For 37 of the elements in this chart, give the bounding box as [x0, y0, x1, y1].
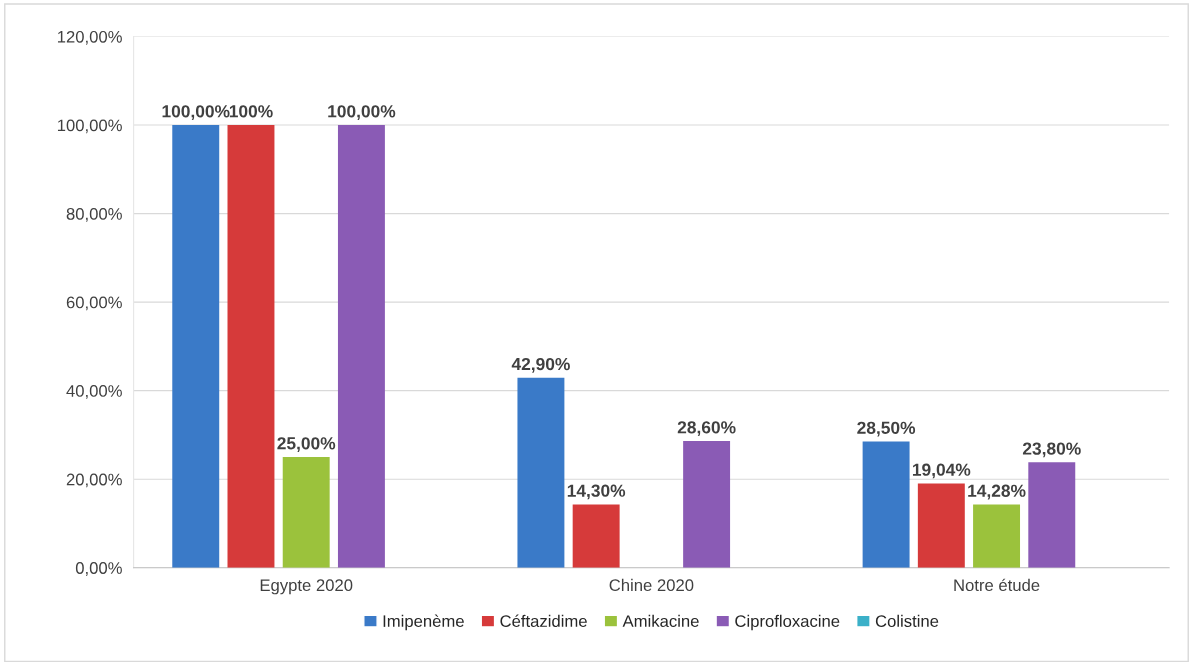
y-tick-label: 80,00%	[66, 207, 122, 222]
legend-label: Imipenème	[383, 614, 464, 631]
bar	[973, 504, 1021, 568]
legend-label: Ciprofloxacine	[735, 614, 840, 631]
bar	[227, 125, 275, 568]
bar	[337, 125, 385, 568]
y-tick-label: 40,00%	[66, 385, 122, 399]
y-tick-label: 20,00%	[66, 473, 122, 488]
bar	[572, 504, 620, 568]
data-label: 100%	[229, 105, 273, 118]
data-label: 14,30%	[567, 484, 626, 500]
data-label: 42,90%	[511, 357, 570, 373]
bar	[683, 441, 731, 568]
data-label: 28,50%	[857, 421, 916, 437]
legend-label: Amikacine	[622, 614, 699, 628]
bar	[1028, 462, 1076, 568]
legend-label: Céftazidime	[500, 614, 587, 628]
x-tick-label: Egypte 2020	[260, 579, 353, 595]
y-tick-label: 100,00%	[57, 119, 122, 134]
y-tick-label: 0,00%	[75, 562, 122, 576]
bar	[172, 125, 220, 568]
data-label: 100,00%	[328, 105, 396, 120]
y-tick-label: 120,00%	[57, 30, 122, 45]
data-label: 28,60%	[677, 421, 736, 437]
data-label: 23,80%	[1022, 442, 1081, 458]
legend-label: Colistine	[875, 614, 939, 628]
data-label: 14,28%	[968, 484, 1026, 500]
bar	[917, 483, 965, 568]
y-tick-label: 60,00%	[66, 296, 122, 311]
bar	[862, 441, 910, 568]
bar	[282, 457, 330, 568]
x-tick-label: Notre étude	[954, 578, 1040, 592]
bar	[517, 377, 565, 568]
data-label: 25,00%	[277, 437, 336, 452]
x-tick-label: Chine 2020	[609, 578, 694, 592]
data-label: 19,04%	[912, 463, 971, 479]
data-label: 100,00%	[162, 105, 230, 120]
